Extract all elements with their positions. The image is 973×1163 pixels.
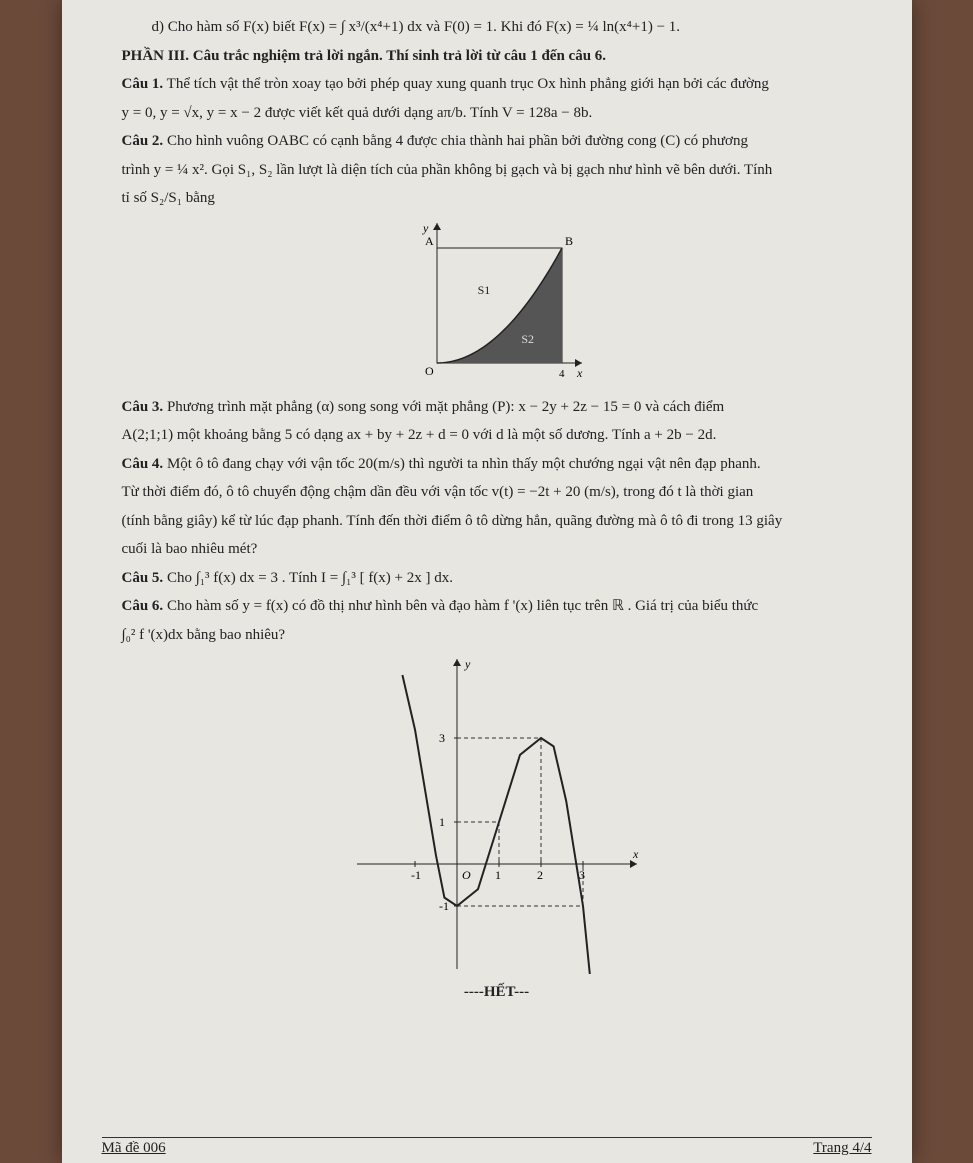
page-footer: Mã đề 006 Trang 4/4	[102, 1137, 872, 1157]
exam-page: d) Cho hàm số F(x) biết F(x) = ∫ x³/(x⁴+…	[62, 0, 912, 1163]
cau2-line3: tỉ số S₂/S₁ bằng	[122, 187, 872, 210]
svg-text:S2: S2	[521, 331, 534, 345]
svg-text:1: 1	[439, 815, 445, 829]
cau5: Câu 5. Cho ∫₁³ f(x) dx = 3 . Tính I = ∫₁…	[122, 567, 872, 590]
footer-right: Trang 4/4	[813, 1140, 871, 1157]
cau3-label: Câu 3.	[122, 399, 164, 415]
svg-text:O: O	[425, 364, 434, 378]
cau4-text: Một ô tô đang chạy với vận tốc 20(m/s) t…	[167, 456, 761, 472]
cau1-line2: y = 0, y = √x, y = x − 2 được viết kết q…	[122, 102, 872, 125]
figure-2: -1 1 2 3 O -1 1 3 x y	[122, 654, 872, 974]
cau1-label: Câu 1.	[122, 76, 164, 92]
cau4-line4: cuối là bao nhiêu mét?	[122, 538, 872, 561]
svg-text:2: 2	[537, 868, 543, 882]
cau3: Câu 3. Phương trình mặt phẳng (α) song s…	[122, 396, 872, 419]
cau3-text: Phương trình mặt phẳng (α) song song với…	[167, 399, 724, 415]
svg-text:y: y	[464, 657, 471, 671]
cau4-line3: (tính bằng giây) kể từ lúc đạp phanh. Tí…	[122, 510, 872, 533]
cau4-label: Câu 4.	[122, 456, 164, 472]
cau2-label: Câu 2.	[122, 133, 164, 149]
cau6: Câu 6. Cho hàm số y = f(x) có đồ thị như…	[122, 595, 872, 618]
end-marker: ----HẾT---	[122, 984, 872, 1001]
section-title: PHẦN III. Câu trắc nghiệm trả lời ngắn. …	[122, 45, 872, 68]
figure-1: S1 S2 A B Ox y 4	[122, 218, 872, 388]
svg-text:-1: -1	[439, 899, 449, 913]
svg-text:A: A	[425, 234, 434, 248]
svg-text:x: x	[632, 847, 639, 861]
svg-text:y: y	[422, 221, 429, 235]
svg-text:x: x	[576, 366, 583, 380]
svg-text:3: 3	[579, 868, 585, 882]
svg-text:1: 1	[495, 868, 501, 882]
cau5-label: Câu 5.	[122, 570, 164, 586]
svg-text:O: O	[462, 868, 471, 882]
cau1-text: Thể tích vật thể tròn xoay tạo bởi phép …	[167, 76, 769, 92]
svg-text:3: 3	[439, 731, 445, 745]
footer-left: Mã đề 006	[102, 1140, 166, 1157]
cau2-line2: trình y = ¼ x². Gọi S₁, S₂ lần lượt là d…	[122, 159, 872, 182]
area-chart-icon: S1 S2 A B Ox y 4	[407, 218, 587, 388]
svg-text:B: B	[565, 234, 573, 248]
item-d: d) Cho hàm số F(x) biết F(x) = ∫ x³/(x⁴+…	[152, 16, 872, 39]
cau5-text: Cho ∫₁³ f(x) dx = 3 . Tính I = ∫₁³ [ f(x…	[167, 570, 453, 586]
cau4-line2: Từ thời điểm đó, ô tô chuyển động chậm d…	[122, 481, 872, 504]
cau2-text: Cho hình vuông OABC có cạnh bằng 4 được …	[167, 133, 748, 149]
cau2: Câu 2. Cho hình vuông OABC có cạnh bằng …	[122, 130, 872, 153]
svg-text:4: 4	[559, 368, 565, 380]
cau3-line2: A(2;1;1) một khoảng bằng 5 có dạng ax + …	[122, 424, 872, 447]
svg-text:-1: -1	[411, 868, 421, 882]
cau4: Câu 4. Một ô tô đang chạy với vận tốc 20…	[122, 453, 872, 476]
cau6-line2: ∫₀² f '(x)dx bằng bao nhiêu?	[122, 624, 872, 647]
cau1: Câu 1. Thể tích vật thể tròn xoay tạo bở…	[122, 73, 872, 96]
svg-text:S1: S1	[477, 283, 490, 297]
cau6-label: Câu 6.	[122, 598, 164, 614]
cau6-text: Cho hàm số y = f(x) có đồ thị như hình b…	[167, 598, 758, 614]
function-graph-icon: -1 1 2 3 O -1 1 3 x y	[347, 654, 647, 974]
